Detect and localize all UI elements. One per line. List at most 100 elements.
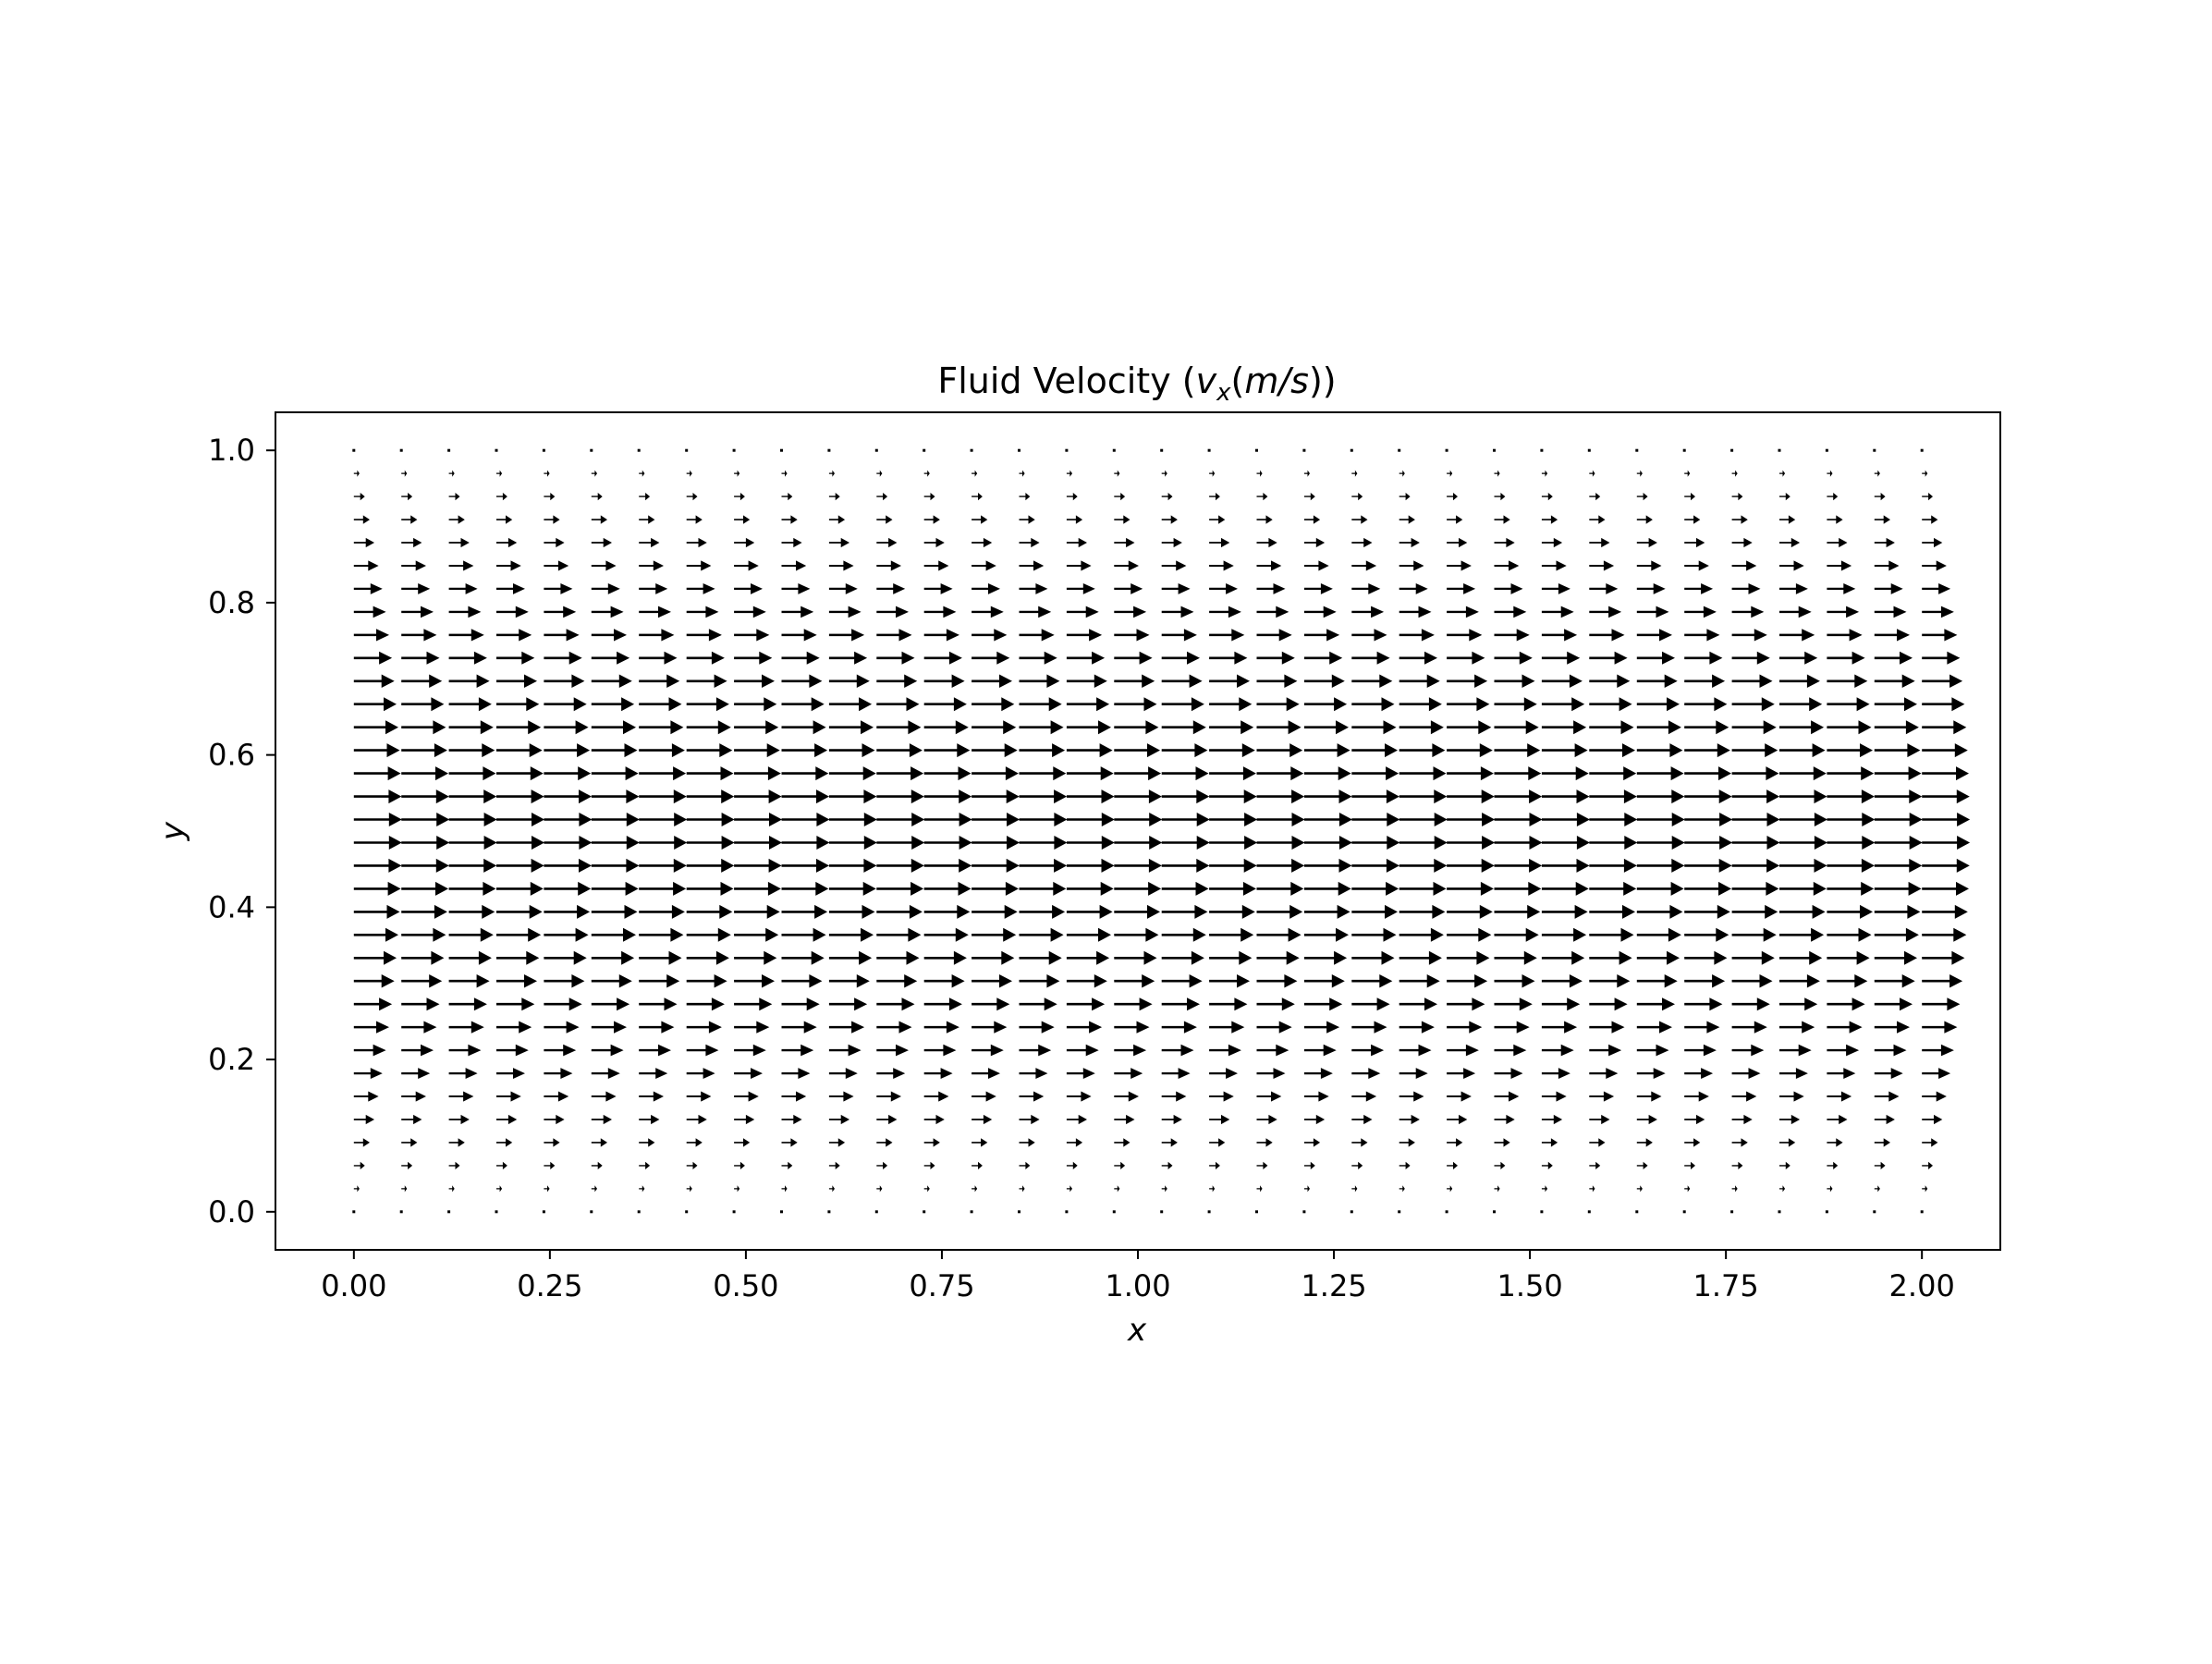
velocity-arrow [1541, 1091, 1567, 1102]
velocity-arrow [972, 766, 1019, 781]
velocity-arrow [1256, 1021, 1292, 1034]
velocity-arrow [972, 997, 1010, 1011]
velocity-arrow [972, 470, 978, 477]
velocity-arrow [972, 1091, 996, 1102]
velocity-arrow [496, 766, 544, 781]
velocity-arrow [1494, 858, 1543, 873]
velocity-arrow [970, 448, 973, 452]
velocity-arrow [1589, 515, 1606, 524]
velocity-arrow [591, 836, 640, 850]
velocity-arrow [544, 974, 585, 988]
velocity-arrow [1066, 674, 1107, 688]
velocity-arrow [1399, 950, 1442, 965]
velocity-arrow [401, 1114, 422, 1125]
velocity-arrow [1209, 950, 1253, 965]
y-tick-label: 0.6 [208, 738, 255, 773]
velocity-arrow [1636, 1021, 1672, 1034]
velocity-arrow [1922, 1068, 1951, 1079]
velocity-arrow [1351, 1185, 1358, 1193]
velocity-arrow [1731, 1068, 1761, 1079]
velocity-arrow [1019, 651, 1057, 665]
velocity-arrow [1589, 720, 1634, 735]
velocity-arrow [1636, 927, 1681, 942]
velocity-arrow [1874, 1091, 1900, 1102]
velocity-arrow [1447, 560, 1472, 571]
velocity-arrow [1351, 904, 1398, 919]
velocity-arrow [1684, 720, 1729, 735]
velocity-arrow [734, 1044, 766, 1057]
velocity-arrow [1541, 1161, 1553, 1169]
velocity-arrow [1541, 950, 1585, 965]
velocity-arrow [1636, 904, 1683, 919]
velocity-arrow [1303, 1068, 1333, 1079]
velocity-arrow [1684, 1185, 1691, 1193]
velocity-arrow [1684, 743, 1730, 758]
velocity-arrow [448, 606, 482, 618]
velocity-arrow [1256, 1044, 1289, 1057]
velocity-arrow [1730, 448, 1734, 452]
velocity-arrow [972, 904, 1018, 919]
velocity-arrow [1541, 1068, 1570, 1079]
velocity-arrow [1303, 813, 1352, 826]
velocity-arrow [876, 836, 925, 850]
velocity-arrow [734, 606, 766, 618]
velocity-arrow [1018, 1210, 1020, 1214]
velocity-arrow [1256, 537, 1277, 548]
velocity-arrow [1922, 974, 1963, 988]
velocity-arrow [1589, 813, 1638, 826]
velocity-arrow [496, 858, 544, 873]
velocity-arrow [1256, 927, 1302, 942]
velocity-arrow [353, 583, 383, 594]
velocity-arrow [1447, 766, 1494, 781]
velocity-arrow [544, 881, 592, 896]
velocity-arrow [972, 950, 1015, 965]
velocity-arrow [1589, 1021, 1625, 1034]
velocity-arrow [876, 470, 883, 477]
velocity-arrow [639, 651, 678, 665]
velocity-arrow [1684, 606, 1717, 618]
velocity-arrow [828, 858, 877, 873]
velocity-arrow [1684, 560, 1709, 571]
velocity-arrow [1684, 1091, 1709, 1102]
velocity-arrow [1731, 493, 1743, 501]
velocity-arrow [1779, 674, 1820, 688]
velocity-arrow [448, 1138, 465, 1147]
velocity-arrow [401, 904, 447, 919]
velocity-arrow [639, 858, 687, 873]
velocity-arrow [1541, 1138, 1558, 1147]
velocity-arrow [972, 515, 988, 524]
y-tick-label: 0.8 [208, 585, 255, 620]
velocity-arrow [353, 470, 360, 477]
velocity-arrow [639, 904, 685, 919]
velocity-arrow [1779, 629, 1815, 642]
velocity-arrow [353, 1091, 379, 1102]
velocity-arrow [876, 560, 901, 571]
velocity-arrow [1447, 858, 1495, 873]
velocity-arrow [923, 881, 972, 896]
velocity-arrow [1494, 515, 1510, 524]
velocity-arrow [732, 1210, 736, 1214]
velocity-arrow [1114, 583, 1143, 594]
velocity-arrow [1399, 881, 1447, 896]
velocity-arrow [1494, 1091, 1520, 1102]
velocity-arrow [1351, 1114, 1373, 1125]
velocity-arrow [734, 997, 773, 1011]
velocity-arrow [781, 997, 820, 1011]
velocity-arrow [1351, 720, 1397, 735]
chart-title-var: v [1196, 361, 1217, 401]
velocity-arrow [1399, 629, 1435, 642]
velocity-arrow [591, 697, 635, 712]
velocity-arrow [1351, 697, 1395, 712]
velocity-arrow [496, 813, 544, 826]
velocity-arrow [1779, 950, 1823, 965]
velocity-arrow [1494, 651, 1533, 665]
velocity-arrow [1399, 1185, 1405, 1193]
velocity-arrow [1114, 904, 1160, 919]
velocity-arrow [1066, 629, 1103, 642]
velocity-arrow [1066, 927, 1111, 942]
velocity-arrow [1256, 904, 1303, 919]
velocity-arrow [734, 720, 779, 735]
velocity-arrow [639, 997, 678, 1011]
velocity-arrow [1636, 606, 1669, 618]
velocity-arrow [876, 950, 920, 965]
